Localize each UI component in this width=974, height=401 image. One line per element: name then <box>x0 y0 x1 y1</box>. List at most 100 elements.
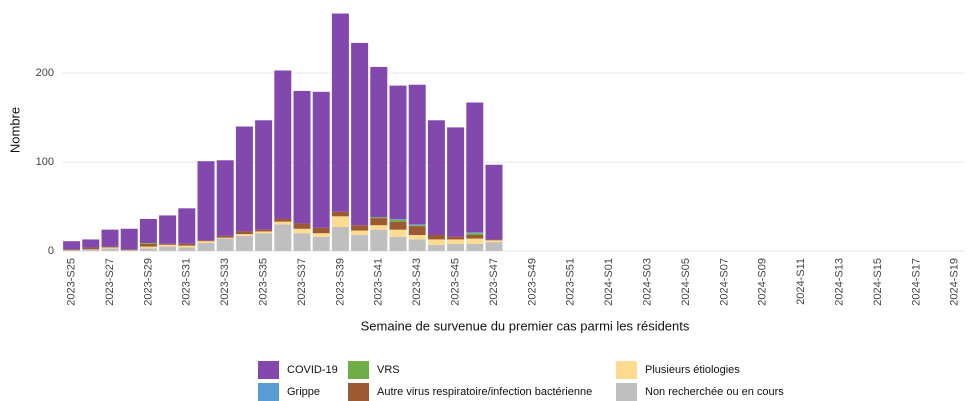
bar-segment <box>370 218 388 226</box>
x-tick-label: 2023-S31 <box>181 258 193 306</box>
bar-segment <box>389 85 407 219</box>
bar-segment <box>370 229 388 251</box>
x-tick-label: 2023-S43 <box>411 258 423 306</box>
bar-segment <box>466 243 484 251</box>
bar-segment <box>197 161 215 241</box>
x-tick-label: 2023-S33 <box>219 258 231 306</box>
bar-segment <box>178 247 196 251</box>
x-tick-label: 2023-S27 <box>104 258 116 306</box>
bar-segment <box>293 228 311 234</box>
bar-segment <box>312 91 330 228</box>
bar-segment <box>63 241 81 250</box>
bar-segment <box>427 234 445 240</box>
bar-segment <box>485 239 503 241</box>
bar-segment <box>274 224 292 251</box>
bar-segment <box>139 248 157 251</box>
bar-segment <box>120 249 138 251</box>
x-tick-label: 2023-S29 <box>142 258 154 306</box>
x-tick-label: 2023-S35 <box>258 258 270 306</box>
bar-segment <box>159 243 177 245</box>
x-axis-label: Semaine de survenue du premier cas parmi… <box>361 318 690 333</box>
bar-segment <box>447 239 465 244</box>
bar-segment <box>312 233 330 237</box>
bar-segment <box>447 236 465 240</box>
bar-segment <box>408 84 426 225</box>
bar-segment <box>408 234 426 240</box>
bar-segment <box>178 245 196 248</box>
bar-segment <box>197 241 215 243</box>
bar-segment <box>427 120 445 235</box>
legend-swatch <box>348 383 369 401</box>
legend-swatch <box>258 383 279 401</box>
bar-segment <box>139 218 157 243</box>
bar-segment <box>216 160 234 236</box>
bar-segment <box>274 221 292 225</box>
legend-label: COVID-19 <box>287 364 338 376</box>
legend-swatch <box>348 361 369 379</box>
x-tick-label: 2023-S51 <box>565 258 577 306</box>
bar-segment <box>139 246 157 249</box>
bar-segment <box>178 208 196 244</box>
bar-segment <box>485 240 503 243</box>
bar-segment <box>216 238 234 251</box>
bar-segment <box>370 217 388 219</box>
bar-segment <box>447 127 465 237</box>
bar-segment <box>408 225 426 227</box>
x-tick-label: 2023-S37 <box>296 258 308 306</box>
bar-segment <box>63 250 81 251</box>
bar-segment <box>351 225 369 231</box>
legend-swatch <box>258 361 279 379</box>
legend-label: Autre virus respiratoire/infection bacté… <box>377 386 592 398</box>
x-tick-label: 2024-S07 <box>718 258 730 306</box>
bar-segment <box>216 235 234 238</box>
bar-segment <box>466 234 484 239</box>
bar-segment <box>120 228 138 250</box>
bar-segment <box>274 218 292 222</box>
x-tick-label: 2024-S03 <box>642 258 654 306</box>
bar-segment <box>331 226 349 251</box>
bar-segment <box>293 90 311 224</box>
bar-segment <box>370 66 388 218</box>
bar-segment <box>370 225 388 230</box>
bar-segment <box>255 229 273 232</box>
bar-segment <box>293 223 311 229</box>
x-tick-label: 2023-S47 <box>488 258 500 306</box>
legend-label: Non recherchée ou en cours <box>645 386 784 398</box>
bar-segment <box>408 224 426 226</box>
x-tick-label: 2024-S19 <box>949 258 961 306</box>
legend-swatch <box>616 383 637 401</box>
bar-segment <box>331 216 349 227</box>
bar-segment <box>235 126 253 232</box>
bar-segment <box>82 249 100 251</box>
bar-segment <box>485 242 503 251</box>
bar-segment <box>197 242 215 251</box>
x-tick-label: 2024-S01 <box>603 258 615 306</box>
bar-segment <box>427 244 445 251</box>
bar-segment <box>408 226 426 235</box>
bar-segment <box>178 243 196 246</box>
bar-segment <box>235 231 253 235</box>
bar-segment <box>312 236 330 251</box>
bar-segment <box>255 231 273 234</box>
bar-segment <box>139 243 157 247</box>
bar-segment <box>427 239 445 245</box>
x-tick-label: 2023-S41 <box>373 258 385 306</box>
x-tick-label: 2023-S25 <box>66 258 78 306</box>
y-tick-label: 0 <box>48 245 54 257</box>
x-tick-label: 2024-S05 <box>680 258 692 306</box>
x-tick-label: 2024-S09 <box>757 258 769 306</box>
bar-segment <box>485 164 503 240</box>
bar-segment <box>82 247 100 250</box>
legend-label: VRS <box>377 364 400 376</box>
bar-segment <box>101 248 119 251</box>
x-tick-label: 2023-S49 <box>526 258 538 306</box>
bar-segment <box>274 70 292 219</box>
y-tick-label: 200 <box>36 67 54 79</box>
legend-swatch <box>616 361 637 379</box>
bar-segment <box>101 229 119 247</box>
bar-segment <box>159 246 177 251</box>
bar-segment <box>120 250 138 251</box>
x-tick-label: 2024-S11 <box>795 258 807 305</box>
bar-segment <box>389 221 407 230</box>
x-tick-label: 2023-S39 <box>334 258 346 306</box>
